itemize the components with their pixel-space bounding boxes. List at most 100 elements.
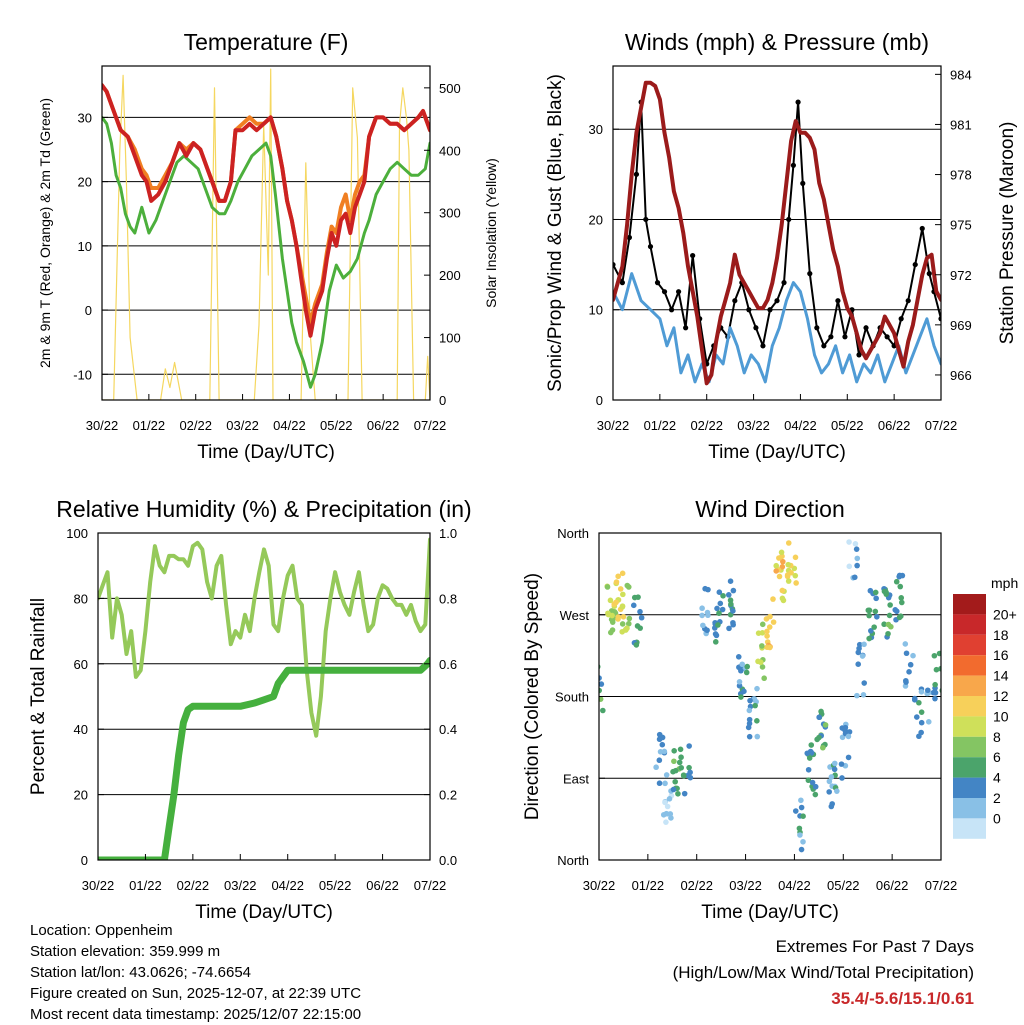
direction-point — [747, 697, 753, 704]
y2-axis-label: Station Pressure (Maroon) — [997, 122, 1018, 345]
direction-point — [902, 641, 909, 647]
direction-point — [699, 612, 705, 619]
gust-point — [821, 343, 827, 349]
direction-point — [871, 624, 877, 630]
direction-point — [662, 780, 668, 787]
y2-tick-label: 978 — [950, 168, 972, 183]
direction-point — [607, 597, 614, 604]
y-tick-label: South — [555, 690, 589, 705]
x-tick-label: 07/22 — [925, 418, 958, 433]
direction-point — [630, 602, 637, 609]
gust-point — [912, 261, 918, 268]
direction-point — [736, 679, 743, 685]
direction-point — [831, 760, 838, 767]
direction-point — [784, 572, 791, 578]
direction-point — [676, 759, 683, 766]
direction-point — [599, 664, 601, 670]
y2-tick-label: 0.2 — [439, 788, 457, 803]
direction-point — [855, 649, 862, 656]
direction-point — [619, 604, 626, 610]
x-tick-label: 07/22 — [414, 878, 447, 893]
direction-point — [637, 608, 643, 615]
direction-point — [852, 540, 859, 547]
gust-point — [668, 307, 675, 313]
direction-point — [918, 719, 925, 726]
direction-point — [604, 584, 611, 590]
direction-point — [861, 641, 867, 648]
direction-point — [687, 774, 694, 781]
direction-point — [881, 588, 888, 595]
gust-point — [814, 325, 820, 331]
direction-point — [846, 729, 853, 735]
extremes-values: 35.4/-5.6/15.1/0.61 — [831, 989, 974, 1008]
series-line-relative-humidity — [98, 537, 430, 738]
gust-point — [800, 180, 806, 186]
x-tick-label: 30/22 — [82, 878, 115, 893]
x-tick-label: 01/22 — [133, 418, 166, 433]
x-axis-label: Time (Day/UTC) — [197, 442, 335, 463]
direction-point — [866, 612, 872, 619]
direction-point — [681, 790, 688, 797]
direction-point — [730, 608, 736, 614]
y2-tick-label: 975 — [950, 218, 972, 233]
direction-point — [828, 803, 835, 810]
direction-point — [820, 744, 826, 751]
direction-point — [664, 803, 671, 810]
y2-tick-label: 0.0 — [439, 853, 457, 868]
x-tick-label: 07/22 — [414, 418, 447, 433]
direction-point — [625, 584, 632, 590]
direction-point — [730, 587, 737, 594]
gust-point — [774, 298, 780, 304]
gust-point — [676, 289, 682, 295]
x-tick-label: 01/22 — [129, 878, 162, 893]
x-tick-label: 05/22 — [831, 418, 864, 433]
direction-point — [785, 561, 791, 568]
direction-point — [759, 630, 766, 636]
direction-point — [678, 764, 685, 771]
gust-point — [884, 334, 890, 340]
gust-point — [626, 234, 633, 241]
y-axis-label: 2m & 9m T (Red, Orange) & 2m Td (Green) — [37, 98, 53, 368]
direction-point — [714, 605, 720, 612]
x-tick-label: 30/22 — [597, 418, 630, 433]
x-tick-label: 05/22 — [319, 878, 352, 893]
legend-swatch — [953, 634, 986, 656]
y2-tick-label: 972 — [950, 268, 972, 283]
legend-label: 6 — [993, 749, 1001, 765]
direction-point — [916, 699, 922, 706]
y-axis-label: Sonic/Prop Wind & Gust (Blue, Black) — [545, 74, 566, 392]
direction-point — [918, 729, 924, 736]
gust-point — [732, 298, 738, 304]
direction-point — [872, 608, 879, 615]
direction-point — [666, 796, 673, 802]
legend-swatch — [953, 736, 986, 758]
direction-point — [704, 627, 710, 634]
direction-point — [727, 578, 734, 584]
x-tick-label: 02/22 — [680, 878, 713, 893]
direction-point — [793, 580, 799, 586]
direction-point — [854, 692, 860, 699]
x-tick-label: 04/22 — [271, 878, 304, 893]
direction-point — [773, 562, 780, 569]
direction-point — [826, 778, 833, 785]
direction-point — [661, 748, 668, 755]
direction-point — [860, 692, 867, 698]
direction-point — [897, 583, 904, 590]
x-tick-label: 07/22 — [925, 878, 958, 893]
direction-point — [925, 719, 932, 725]
direction-point — [867, 587, 874, 594]
direction-point — [620, 613, 627, 620]
direction-point — [764, 633, 770, 639]
direction-point — [906, 669, 912, 675]
direction-point — [677, 746, 684, 753]
series-line-wind — [613, 272, 941, 384]
x-axis-label: Time (Day/UTC) — [195, 902, 333, 923]
y-tick-label: 60 — [74, 657, 88, 672]
direction-point — [826, 789, 832, 795]
chart-humidity: Relative Humidity (%) & Precipitation (i… — [28, 496, 472, 923]
direction-point — [656, 736, 663, 743]
y2-tick-label: 0.6 — [439, 657, 457, 672]
direction-point — [903, 650, 910, 657]
direction-point — [668, 815, 674, 821]
gust-point — [643, 216, 649, 223]
